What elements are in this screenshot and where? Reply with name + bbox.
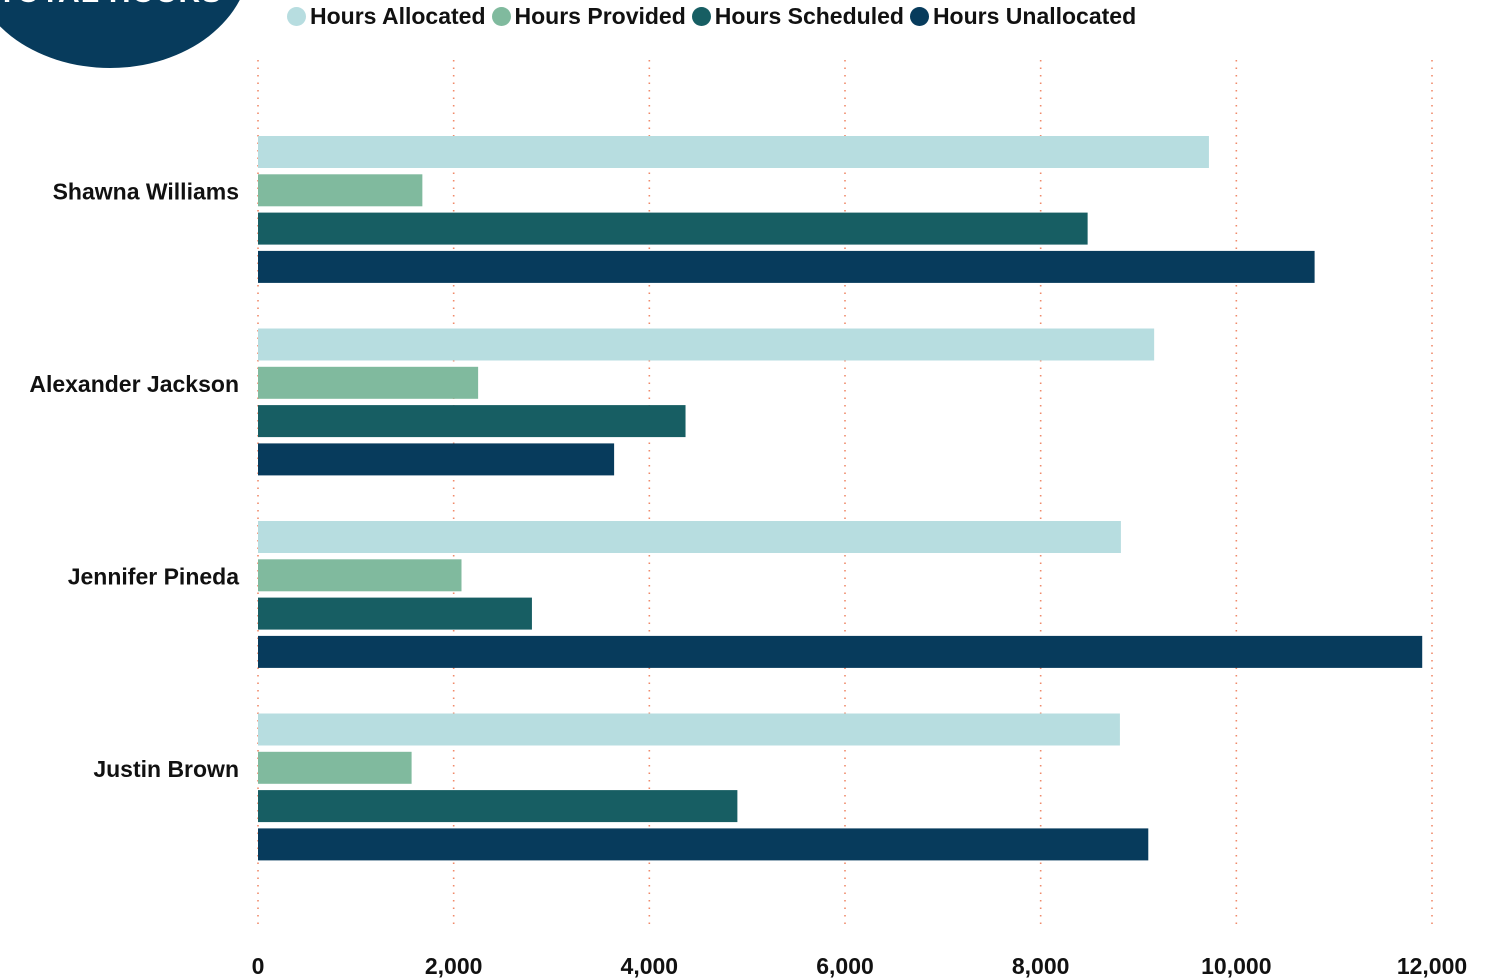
category-labels: Shawna Williams Alexander Jackson Jennifer…: [29, 178, 239, 782]
x-tick-label-4000: 4,000: [621, 953, 679, 979]
x-tick-label-6000: 6,000: [816, 953, 874, 979]
bar-jennifer-pineda-hours-provided: [258, 559, 462, 592]
legend-item-hours-unallocated: Hours Unallocated: [909, 2, 1137, 30]
legend-swatch-hours-provided: [491, 6, 511, 26]
legend-swatch-hours-allocated: [287, 6, 306, 26]
category-label-alexander-jackson: Alexander Jackson: [29, 371, 239, 397]
legend-label-hours-allocated: Hours Allocated: [310, 2, 486, 29]
bar-alexander-jackson-hours-provided: [258, 366, 479, 399]
badge-label: TOTAL HOURS: [0, 0, 250, 10]
bar-justin-brown-hours-allocated: [258, 713, 1120, 746]
category-label-shawna-williams: Shawna Williams: [53, 178, 239, 204]
legend-swatch-hours-unallocated: [909, 6, 929, 26]
x-tick-label-0: 0: [252, 953, 265, 979]
legend-label-hours-scheduled: Hours Scheduled: [714, 2, 904, 29]
legend-item-hours-provided: Hours Provided: [491, 2, 686, 30]
bar-jennifer-pineda-hours-allocated: [258, 521, 1121, 553]
bar-alexander-jackson-hours-scheduled: [258, 405, 686, 438]
bar-alexander-jackson-hours-allocated: [258, 328, 1155, 361]
category-label-jennifer-pineda: Jennifer Pineda: [68, 563, 239, 589]
bar-alexander-jackson-hours-unallocated: [258, 443, 615, 476]
bar-shawna-williams-hours-allocated: [258, 136, 1209, 168]
x-tick-label-12000: 12,000: [1397, 953, 1467, 979]
x-tick-label-2000: 2,000: [425, 953, 483, 979]
bar-shawna-williams-hours-scheduled: [258, 212, 1088, 245]
bar-justin-brown-hours-scheduled: [258, 790, 738, 823]
bar-jennifer-pineda-hours-scheduled: [258, 597, 532, 630]
bar-jennifer-pineda-hours-unallocated: [258, 635, 1423, 668]
chart-legend: Hours Allocated Hours Provided Hours Sched…: [287, 2, 1142, 30]
bar-justin-brown-hours-unallocated: [258, 828, 1149, 861]
bar-shawna-williams-hours-provided: [258, 174, 423, 207]
category-label-justin-brown: Justin Brown: [93, 756, 239, 782]
legend-label-hours-unallocated: Hours Unallocated: [932, 2, 1137, 29]
legend-swatch-hours-scheduled: [691, 6, 711, 26]
bar-shawna-williams-hours-unallocated: [258, 250, 1315, 283]
gridlines: [257, 60, 1433, 930]
bars: [258, 136, 1423, 861]
x-tick-label-10000: 10,000: [1201, 953, 1271, 979]
legend-item-hours-allocated: Hours Allocated: [287, 3, 486, 30]
legend-item-hours-scheduled: Hours Scheduled: [691, 2, 904, 30]
legend-label-hours-provided: Hours Provided: [514, 2, 686, 29]
x-axis-tick-labels: 0 2,000 4,000 6,000 8,000 10,000 12,000: [252, 953, 1468, 979]
x-tick-label-8000: 8,000: [1012, 953, 1070, 979]
bar-justin-brown-hours-provided: [258, 751, 412, 784]
